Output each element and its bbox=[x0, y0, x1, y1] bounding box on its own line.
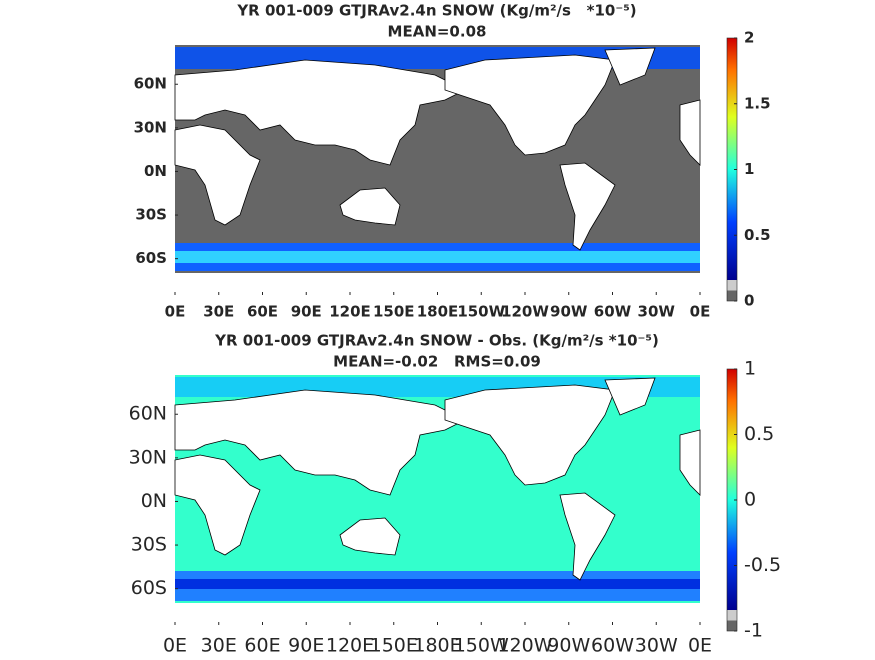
x-tick-label: 90E bbox=[291, 303, 322, 321]
x-tick-label: 0E bbox=[688, 635, 712, 657]
x-tick-label: 90W bbox=[547, 635, 590, 657]
map-2 bbox=[174, 375, 701, 626]
x-tick-label: 0E bbox=[165, 303, 186, 321]
title: YR 001-009 GTJRAv2.4n SNOW (Kg/m²/s *10⁻… bbox=[236, 2, 636, 20]
colorbar-tick-label: -1 bbox=[744, 620, 763, 642]
x-tick-label: 30W bbox=[638, 303, 676, 321]
colorbar-tick-label: 1 bbox=[744, 358, 756, 380]
x-tick-label: 90E bbox=[288, 635, 324, 657]
x-tick-label: 60E bbox=[244, 635, 280, 657]
x-tick-label: 120W bbox=[501, 303, 549, 321]
subtitle: MEAN=0.08 bbox=[388, 23, 487, 41]
y-tick-label: 30N bbox=[129, 446, 167, 468]
x-tick-label: 180E bbox=[417, 303, 459, 321]
y-tick-label: 60N bbox=[129, 403, 167, 425]
x-tick-label: 120W bbox=[497, 635, 552, 657]
y-tick-label: 0N bbox=[141, 490, 167, 512]
y-tick-label: 30S bbox=[131, 534, 167, 556]
x-tick-label: 30E bbox=[203, 303, 234, 321]
colorbar-tick-label: 0 bbox=[744, 292, 754, 310]
x-tick-label: 60E bbox=[247, 303, 278, 321]
colorbar-tick-label: 1 bbox=[744, 160, 754, 178]
x-tick-label: 30E bbox=[201, 635, 237, 657]
colorbar-tick-label: 0.5 bbox=[744, 226, 771, 244]
colorbar-tick-label: 2 bbox=[744, 29, 754, 47]
y-tick-label: 60S bbox=[135, 249, 167, 267]
x-tick-label: 30W bbox=[635, 635, 678, 657]
x-tick-label: 150W bbox=[457, 303, 505, 321]
map-1 bbox=[174, 45, 701, 296]
colorbar-tick-label: -0.5 bbox=[744, 554, 781, 576]
x-tick-label: 0E bbox=[690, 303, 711, 321]
x-tick-label: 60W bbox=[594, 303, 632, 321]
x-tick-label: 60W bbox=[591, 635, 634, 657]
x-tick-label: 120E bbox=[326, 635, 374, 657]
x-tick-label: 150E bbox=[373, 303, 415, 321]
y-tick-label: 30N bbox=[134, 118, 167, 136]
x-tick-label: 0E bbox=[163, 635, 187, 657]
colorbar-tick-label: 0 bbox=[744, 489, 756, 511]
x-tick-label: 150W bbox=[454, 635, 509, 657]
colorbar-tick-label: 0.5 bbox=[744, 423, 774, 445]
y-tick-label: 0N bbox=[144, 162, 167, 180]
y-tick-label: 60S bbox=[131, 577, 167, 599]
title: YR 001-009 GTJRAv2.4n SNOW - Obs. (Kg/m²… bbox=[214, 332, 659, 350]
x-tick-label: 150E bbox=[370, 635, 418, 657]
subtitle: MEAN=-0.02 RMS=0.09 bbox=[333, 353, 541, 371]
colorbar-tick-label: 1.5 bbox=[744, 94, 771, 112]
y-tick-label: 30S bbox=[135, 206, 167, 224]
x-tick-label: 90W bbox=[550, 303, 588, 321]
x-tick-label: 120E bbox=[329, 303, 371, 321]
y-tick-label: 60N bbox=[134, 75, 167, 93]
x-tick-label: 180E bbox=[413, 635, 461, 657]
